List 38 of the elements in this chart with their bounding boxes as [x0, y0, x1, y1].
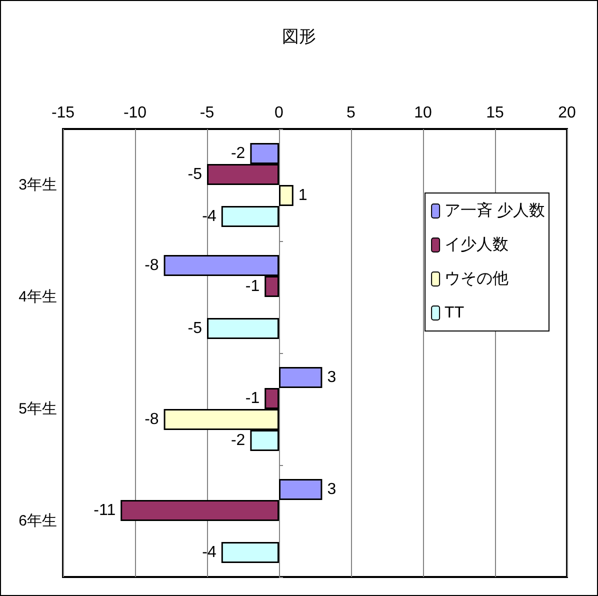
legend-label: ア一斉 少人数 [444, 202, 546, 220]
data-label: 3 [327, 481, 336, 498]
y-tick-label: 3年生 [18, 176, 57, 194]
bar [207, 318, 279, 339]
bar [279, 479, 322, 500]
legend-label: ウその他 [444, 270, 509, 288]
data-label: -1 [245, 278, 260, 295]
y-tick-label: 5年生 [18, 400, 57, 418]
data-label: -4 [202, 544, 216, 561]
data-label: -1 [245, 390, 260, 407]
bar [120, 500, 279, 521]
data-label: 1 [298, 187, 308, 204]
data-label: -2 [230, 145, 246, 162]
data-label: -11 [94, 502, 116, 519]
x-tick-label: -10 [123, 104, 147, 122]
data-label: -5 [188, 166, 202, 183]
data-label: -8 [144, 411, 159, 428]
x-tick-label: 20 [558, 104, 576, 122]
bar [279, 367, 322, 388]
data-label: -5 [188, 320, 202, 337]
bar [221, 542, 279, 563]
x-tick-label: 5 [346, 104, 356, 122]
data-label: -4 [202, 208, 216, 225]
data-label: 3 [327, 369, 336, 386]
chart-title: 図形 [282, 27, 316, 46]
x-tick-label: 15 [486, 104, 504, 122]
bar [221, 206, 279, 227]
y-tick-label: 4年生 [18, 288, 57, 306]
x-tick-label: -5 [200, 104, 214, 122]
x-tick-label: -15 [51, 104, 75, 122]
legend-label: TT [444, 304, 464, 322]
bar [279, 185, 294, 206]
data-label: -8 [144, 257, 159, 274]
data-label: -2 [230, 432, 246, 449]
x-tick-label: 10 [414, 104, 432, 122]
legend-label: イ少人数 [444, 236, 509, 254]
y-tick-label: 6年生 [18, 512, 57, 530]
x-tick-label: 0 [274, 104, 284, 122]
